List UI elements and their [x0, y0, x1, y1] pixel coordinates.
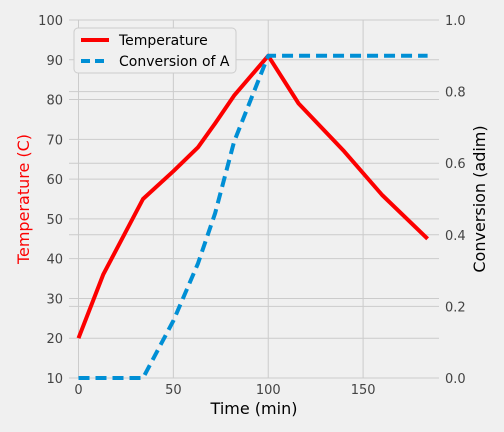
- legend-box: [73, 27, 237, 74]
- x-tick-label: 150: [351, 383, 376, 398]
- y-right-tick-label: 0.2: [445, 300, 466, 315]
- y-left-tick-label: 20: [46, 332, 63, 347]
- y-left-tick-label: 60: [46, 173, 63, 188]
- y-left-tick-label: 30: [46, 292, 63, 307]
- x-axis-label: Time (min): [210, 399, 298, 418]
- y-right-tick-label: 0.6: [445, 157, 466, 172]
- y-left-tick-label: 100: [38, 14, 63, 29]
- legend-label-conversion: Conversion of A: [119, 54, 230, 70]
- y-left-tick-label: 70: [46, 133, 63, 148]
- y-right-tick-label: 0.8: [445, 86, 466, 101]
- y-right-tick-label: 0.4: [445, 229, 466, 244]
- y-left-tick-label: 10: [46, 372, 63, 387]
- y-axis-left-label: Temperature (C): [14, 134, 33, 265]
- x-tick-label: 0: [74, 383, 82, 398]
- y-left-tick-label: 90: [46, 54, 63, 69]
- series-group: [76, 53, 429, 380]
- series-line-temperature: [76, 53, 429, 339]
- y-right-tick-label: 0.0: [445, 372, 466, 387]
- x-tick-label: 50: [165, 383, 182, 398]
- series-line-conversion: [78, 53, 428, 380]
- ticks-group: 0 50 100 150 10 20 30 40 50 60 70 80 90 100 0.0 0.2 0.4 0…: [38, 14, 466, 398]
- x-tick-label: 100: [256, 383, 281, 398]
- legend: Temperature Conversion of A: [73, 27, 237, 74]
- plot-area: [69, 20, 439, 378]
- y-left-tick-label: 80: [46, 94, 63, 109]
- legend-label-temperature: Temperature: [118, 33, 208, 49]
- y-right-tick-label: 1.0: [445, 14, 466, 29]
- y-left-tick-label: 50: [46, 213, 63, 228]
- y-left-tick-label: 40: [46, 253, 63, 268]
- y-axis-right-label: Conversion (adim): [470, 125, 489, 272]
